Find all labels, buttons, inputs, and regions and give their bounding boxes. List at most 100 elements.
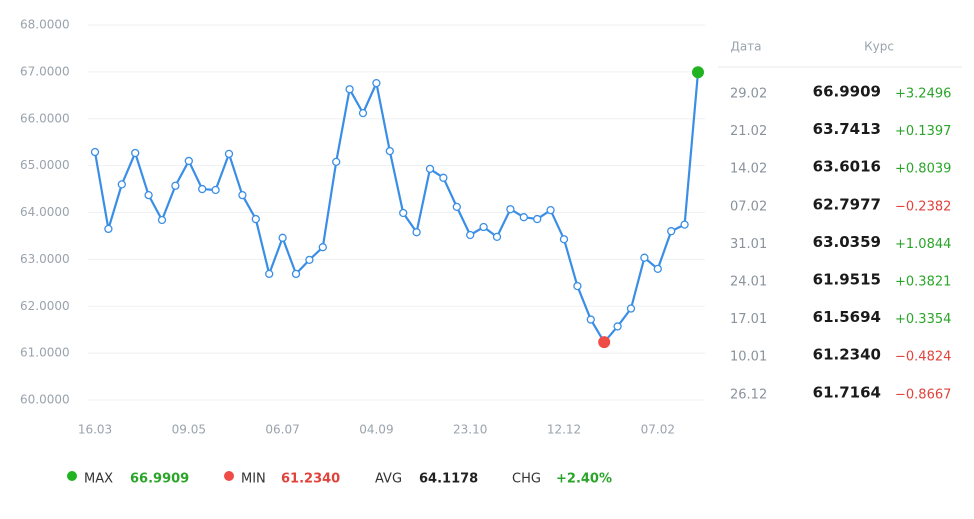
- point: [251, 214, 260, 224]
- row-change: +3.2496: [895, 87, 951, 102]
- point: [626, 304, 636, 313]
- row-date: 26.12: [730, 387, 767, 402]
- point: [131, 148, 140, 158]
- row-rate: 61.7164: [813, 383, 881, 401]
- row-rate: 62.7977: [813, 195, 881, 213]
- x-tick-label: 09.05: [172, 423, 206, 437]
- point: [573, 281, 582, 291]
- max-point: [692, 66, 704, 79]
- point: [385, 146, 394, 156]
- row-date: 31.01: [730, 237, 767, 252]
- point: [586, 315, 595, 324]
- stat-dot: [67, 471, 77, 481]
- point: [278, 233, 287, 242]
- x-tick-label: 06.07: [265, 423, 299, 437]
- point: [506, 205, 515, 214]
- stat-value: 64.1178: [419, 472, 478, 487]
- point: [425, 164, 435, 174]
- row-rate: 61.5694: [813, 308, 881, 326]
- point: [667, 227, 676, 236]
- point: [104, 224, 113, 234]
- min-point: [598, 336, 611, 349]
- point: [238, 191, 247, 200]
- row-rate: 63.6016: [813, 158, 881, 176]
- table-header: Дата: [730, 40, 761, 54]
- stat-value: 66.9909: [130, 472, 189, 487]
- y-tick-label: 65.0000: [20, 158, 70, 172]
- point: [439, 173, 448, 182]
- point: [452, 202, 461, 212]
- row-rate: 63.7413: [813, 120, 881, 138]
- y-tick-label: 60.0000: [20, 393, 70, 407]
- row-date: 29.02: [730, 87, 767, 102]
- stat-value: 61.2340: [281, 472, 340, 487]
- y-tick-label: 61.0000: [20, 346, 70, 360]
- x-tick-label: 16.03: [78, 423, 112, 437]
- point: [198, 184, 207, 194]
- point: [90, 147, 100, 157]
- row-change: +0.8039: [895, 162, 951, 177]
- x-tick-label: 12.12: [547, 423, 581, 437]
- y-tick-label: 68.0000: [20, 18, 70, 32]
- point: [144, 191, 153, 200]
- y-tick-label: 66.0000: [20, 111, 70, 125]
- stat-label: MAX: [84, 472, 113, 487]
- point: [546, 206, 555, 215]
- stat-label: AVG: [375, 472, 402, 487]
- point: [332, 157, 341, 167]
- row-date: 14.02: [730, 162, 767, 177]
- point: [680, 220, 689, 229]
- row-change: −0.8667: [895, 387, 951, 402]
- point: [533, 214, 542, 224]
- row-change: −0.2382: [895, 199, 951, 214]
- y-tick-label: 64.0000: [20, 205, 70, 219]
- row-change: +0.3821: [895, 275, 951, 290]
- row-change: +0.3354: [895, 312, 951, 327]
- point: [224, 149, 234, 159]
- x-tick-label: 04.09: [359, 423, 393, 437]
- y-tick-label: 63.0000: [20, 252, 70, 266]
- row-date: 10.01: [730, 350, 767, 365]
- row-rate: 63.0359: [813, 233, 881, 251]
- point: [291, 269, 301, 279]
- point: [640, 253, 649, 262]
- point: [399, 208, 408, 218]
- row-change: −0.4824: [895, 350, 951, 365]
- point: [653, 264, 662, 274]
- x-tick-label: 07.02: [641, 423, 675, 437]
- row-rate: 66.9909: [813, 83, 881, 101]
- series-line: [93, 72, 700, 344]
- row-change: +1.0844: [895, 237, 951, 252]
- point: [171, 181, 180, 190]
- point: [211, 185, 220, 195]
- point: [479, 222, 488, 232]
- point: [184, 156, 193, 166]
- row-change: +0.1397: [895, 124, 951, 139]
- point: [412, 228, 421, 237]
- point: [358, 108, 368, 118]
- stat-label: CHG: [512, 472, 541, 487]
- point: [466, 230, 475, 240]
- row-date: 07.02: [730, 199, 767, 214]
- stat-label: MIN: [241, 472, 266, 487]
- row-date: 17.01: [730, 312, 767, 327]
- point: [613, 322, 622, 331]
- point: [372, 78, 381, 88]
- y-tick-label: 62.0000: [20, 299, 70, 313]
- point: [117, 180, 126, 189]
- point: [305, 255, 314, 264]
- row-rate: 61.9515: [813, 271, 881, 289]
- point: [157, 215, 167, 225]
- stat-dot: [224, 471, 234, 481]
- point: [265, 269, 274, 279]
- row-date: 24.01: [730, 275, 767, 290]
- row-rate: 61.2340: [813, 346, 881, 364]
- stat-value: +2.40%: [556, 472, 612, 487]
- y-tick-label: 67.0000: [20, 64, 70, 78]
- x-tick-label: 23.10: [453, 423, 487, 437]
- point: [345, 85, 354, 94]
- point: [519, 213, 528, 222]
- point: [559, 235, 569, 244]
- row-date: 21.02: [730, 124, 767, 139]
